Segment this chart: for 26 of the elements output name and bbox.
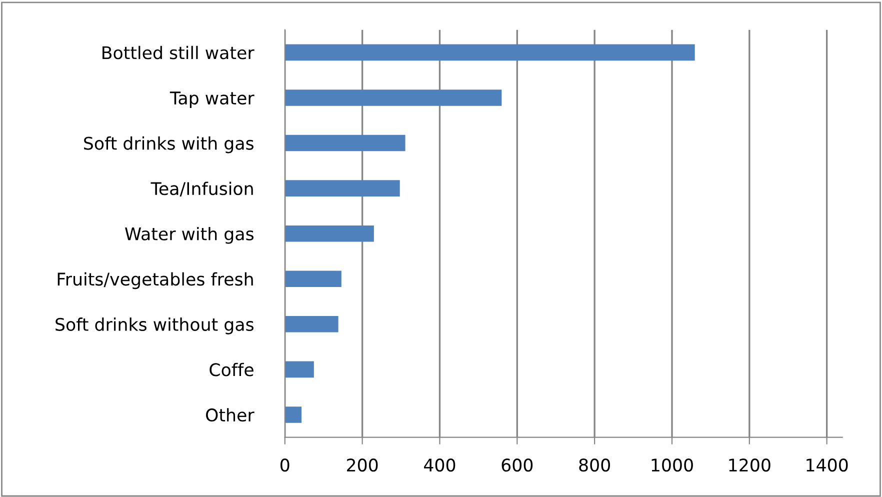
bar: [284, 225, 374, 242]
y-tick-label: Bottled still water: [102, 46, 254, 60]
y-tick-label: Other: [206, 408, 254, 422]
y-tick-label: Fruits/vegetables fresh: [58, 272, 253, 290]
y-tick-label: Coffe: [210, 362, 254, 376]
x-tick-label: 1400: [806, 458, 848, 472]
y-tick-label: Tap water: [170, 92, 254, 108]
y-tick-label: Soft drinks with gas: [84, 136, 254, 154]
bar: [284, 361, 314, 378]
y-tick-label: Soft drinks without gas: [56, 318, 254, 334]
bar: [284, 180, 400, 196]
bar: [284, 90, 502, 106]
x-tick-label: 1000: [652, 458, 693, 472]
x-tick-label: 0: [280, 458, 290, 472]
bar: [284, 270, 342, 288]
bar: [284, 406, 302, 423]
x-tick-label: 600: [502, 458, 533, 472]
y-tick-label: Tea/Infusion: [150, 182, 253, 197]
x-tick-label: 800: [579, 458, 610, 472]
bar: [284, 316, 338, 332]
bar: [284, 44, 695, 61]
bar: [284, 134, 406, 152]
x-tick-label: 400: [424, 458, 456, 472]
x-tick-label: 200: [347, 458, 378, 472]
x-tick-label: 1200: [729, 458, 770, 472]
y-tick-label: Water with gas: [125, 226, 254, 244]
